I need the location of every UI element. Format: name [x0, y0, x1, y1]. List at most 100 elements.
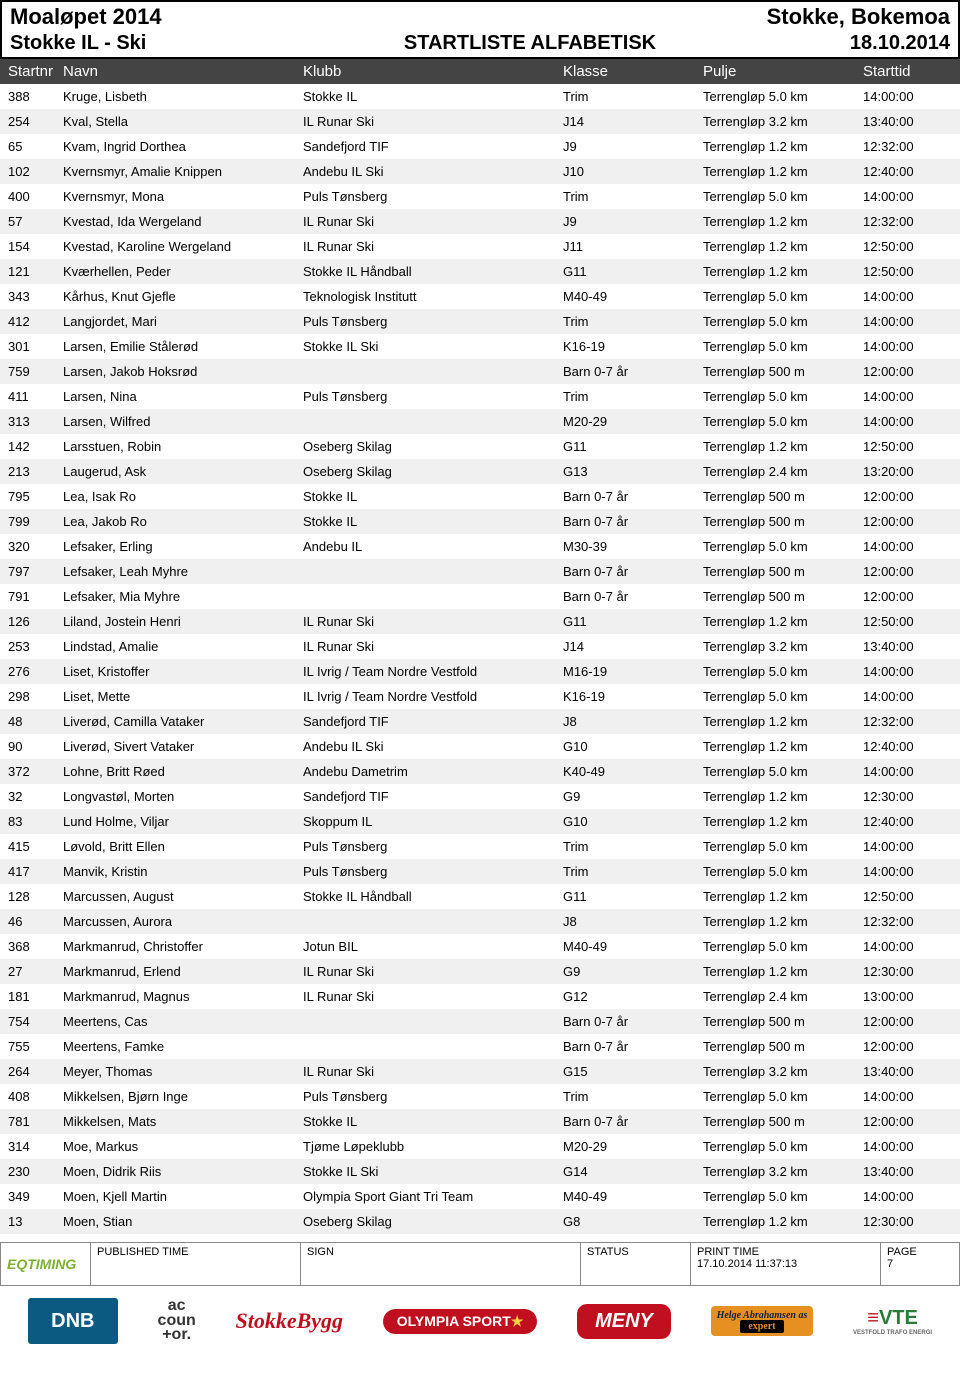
cell-klasse: Trim: [563, 1089, 703, 1104]
cell-klubb: Puls Tønsberg: [303, 839, 563, 854]
cell-pulje: Terrengløp 1.2 km: [703, 614, 863, 629]
cell-navn: Liset, Mette: [63, 689, 303, 704]
table-row: 368Markmanrud, ChristofferJotun BILM40-4…: [0, 934, 960, 959]
print-time-value: 17.10.2014 11:37:13: [697, 1258, 874, 1270]
table-row: 142Larsstuen, RobinOseberg SkilagG11Terr…: [0, 434, 960, 459]
table-row: 412Langjordet, MariPuls TønsbergTrimTerr…: [0, 309, 960, 334]
cell-navn: Moen, Didrik Riis: [63, 1164, 303, 1179]
cell-navn: Kvernsmyr, Amalie Knippen: [63, 164, 303, 179]
cell-pulje: Terrengløp 500 m: [703, 1014, 863, 1029]
cell-klasse: M40-49: [563, 1189, 703, 1204]
cell-navn: Kruge, Lisbeth: [63, 89, 303, 104]
cell-startnr: 27: [8, 964, 63, 979]
table-row: 126Liland, Jostein HenriIL Runar SkiG11T…: [0, 609, 960, 634]
event-location: Stokke, Bokemoa: [767, 4, 950, 30]
cell-starttid: 13:40:00: [863, 639, 943, 654]
cell-navn: Langjordet, Mari: [63, 314, 303, 329]
cell-klasse: K16-19: [563, 689, 703, 704]
cell-navn: Kværhellen, Peder: [63, 264, 303, 279]
cell-pulje: Terrengløp 1.2 km: [703, 964, 863, 979]
table-row: 276Liset, KristofferIL Ivrig / Team Nord…: [0, 659, 960, 684]
cell-startnr: 417: [8, 864, 63, 879]
cell-pulje: Terrengløp 2.4 km: [703, 464, 863, 479]
cell-pulje: Terrengløp 5.0 km: [703, 539, 863, 554]
sponsor-dnb: DNB: [28, 1298, 118, 1344]
header-box: Moaløpet 2014 Stokke, Bokemoa Stokke IL …: [0, 0, 960, 59]
cell-startnr: 795: [8, 489, 63, 504]
list-title: STARTLISTE ALFABETISK: [310, 32, 750, 55]
table-row: 415Løvold, Britt EllenPuls TønsbergTrimT…: [0, 834, 960, 859]
cell-pulje: Terrengløp 500 m: [703, 589, 863, 604]
cell-pulje: Terrengløp 1.2 km: [703, 739, 863, 754]
cell-starttid: 12:30:00: [863, 1214, 943, 1229]
table-row: 301Larsen, Emilie StålerødStokke IL SkiK…: [0, 334, 960, 359]
table-row: 213Laugerud, AskOseberg SkilagG13Terreng…: [0, 459, 960, 484]
table-row: 154Kvestad, Karoline WergelandIL Runar S…: [0, 234, 960, 259]
col-startnr: Startnr: [8, 63, 63, 80]
col-navn: Navn: [63, 63, 303, 80]
cell-klasse: G9: [563, 964, 703, 979]
cell-navn: Lohne, Britt Røed: [63, 764, 303, 779]
cell-starttid: 14:00:00: [863, 1189, 943, 1204]
cell-klubb: Stokke IL: [303, 1114, 563, 1129]
cell-klubb: Stokke IL: [303, 514, 563, 529]
cell-navn: Larsen, Jakob Hoksrød: [63, 364, 303, 379]
table-row: 48Liverød, Camilla VatakerSandefjord TIF…: [0, 709, 960, 734]
cell-starttid: 14:00:00: [863, 89, 943, 104]
cell-navn: Mikkelsen, Bjørn Inge: [63, 1089, 303, 1104]
table-row: 408Mikkelsen, Bjørn IngePuls TønsbergTri…: [0, 1084, 960, 1109]
cell-starttid: 14:00:00: [863, 864, 943, 879]
cell-navn: Markmanrud, Magnus: [63, 989, 303, 1004]
cell-klubb: Stokke IL Håndball: [303, 889, 563, 904]
cell-klubb: Stokke IL: [303, 89, 563, 104]
cell-klubb: Stokke IL Håndball: [303, 264, 563, 279]
cell-klasse: G15: [563, 1064, 703, 1079]
cell-pulje: Terrengløp 5.0 km: [703, 289, 863, 304]
cell-klubb: Puls Tønsberg: [303, 864, 563, 879]
sign-label: SIGN: [307, 1246, 334, 1258]
table-row: 372Lohne, Britt RøedAndebu DametrimK40-4…: [0, 759, 960, 784]
cell-klasse: J9: [563, 214, 703, 229]
table-row: 400Kvernsmyr, MonaPuls TønsbergTrimTerre…: [0, 184, 960, 209]
cell-klubb: Puls Tønsberg: [303, 314, 563, 329]
cell-navn: Manvik, Kristin: [63, 864, 303, 879]
cell-startnr: 48: [8, 714, 63, 729]
cell-pulje: Terrengløp 500 m: [703, 564, 863, 579]
cell-pulje: Terrengløp 1.2 km: [703, 889, 863, 904]
cell-startnr: 121: [8, 264, 63, 279]
cell-klasse: M20-29: [563, 1139, 703, 1154]
cell-pulje: Terrengløp 2.4 km: [703, 989, 863, 1004]
sponsor-row: DNB accoun+or. StokkeBygg OLYMPIA SPORT★…: [0, 1286, 960, 1356]
table-row: 32Longvastøl, MortenSandefjord TIFG9Terr…: [0, 784, 960, 809]
cell-pulje: Terrengløp 1.2 km: [703, 1214, 863, 1229]
table-row: 264Meyer, ThomasIL Runar SkiG15Terrenglø…: [0, 1059, 960, 1084]
col-starttid: Starttid: [863, 63, 943, 80]
cell-pulje: Terrengløp 1.2 km: [703, 239, 863, 254]
status-label: STATUS: [587, 1246, 629, 1258]
cell-startnr: 181: [8, 989, 63, 1004]
cell-klasse: M30-39: [563, 539, 703, 554]
cell-pulje: Terrengløp 5.0 km: [703, 689, 863, 704]
cell-klasse: Trim: [563, 314, 703, 329]
cell-startnr: 90: [8, 739, 63, 754]
cell-klasse: G9: [563, 789, 703, 804]
cell-navn: Markmanrud, Erlend: [63, 964, 303, 979]
print-time-label: PRINT TIME: [697, 1246, 874, 1258]
cell-startnr: 313: [8, 414, 63, 429]
cell-navn: Moen, Stian: [63, 1214, 303, 1229]
cell-startnr: 65: [8, 139, 63, 154]
cell-navn: Lea, Jakob Ro: [63, 514, 303, 529]
cell-pulje: Terrengløp 1.2 km: [703, 814, 863, 829]
cell-klubb: IL Runar Ski: [303, 614, 563, 629]
cell-klubb: IL Runar Ski: [303, 114, 563, 129]
table-row: 781Mikkelsen, MatsStokke ILBarn 0-7 årTe…: [0, 1109, 960, 1134]
cell-starttid: 12:40:00: [863, 164, 943, 179]
cell-starttid: 13:00:00: [863, 989, 943, 1004]
cell-klasse: Trim: [563, 89, 703, 104]
cell-klasse: M20-29: [563, 414, 703, 429]
cell-startnr: 213: [8, 464, 63, 479]
cell-klasse: Barn 0-7 år: [563, 1114, 703, 1129]
cell-navn: Moe, Markus: [63, 1139, 303, 1154]
cell-startnr: 755: [8, 1039, 63, 1054]
cell-klubb: IL Ivrig / Team Nordre Vestfold: [303, 664, 563, 679]
